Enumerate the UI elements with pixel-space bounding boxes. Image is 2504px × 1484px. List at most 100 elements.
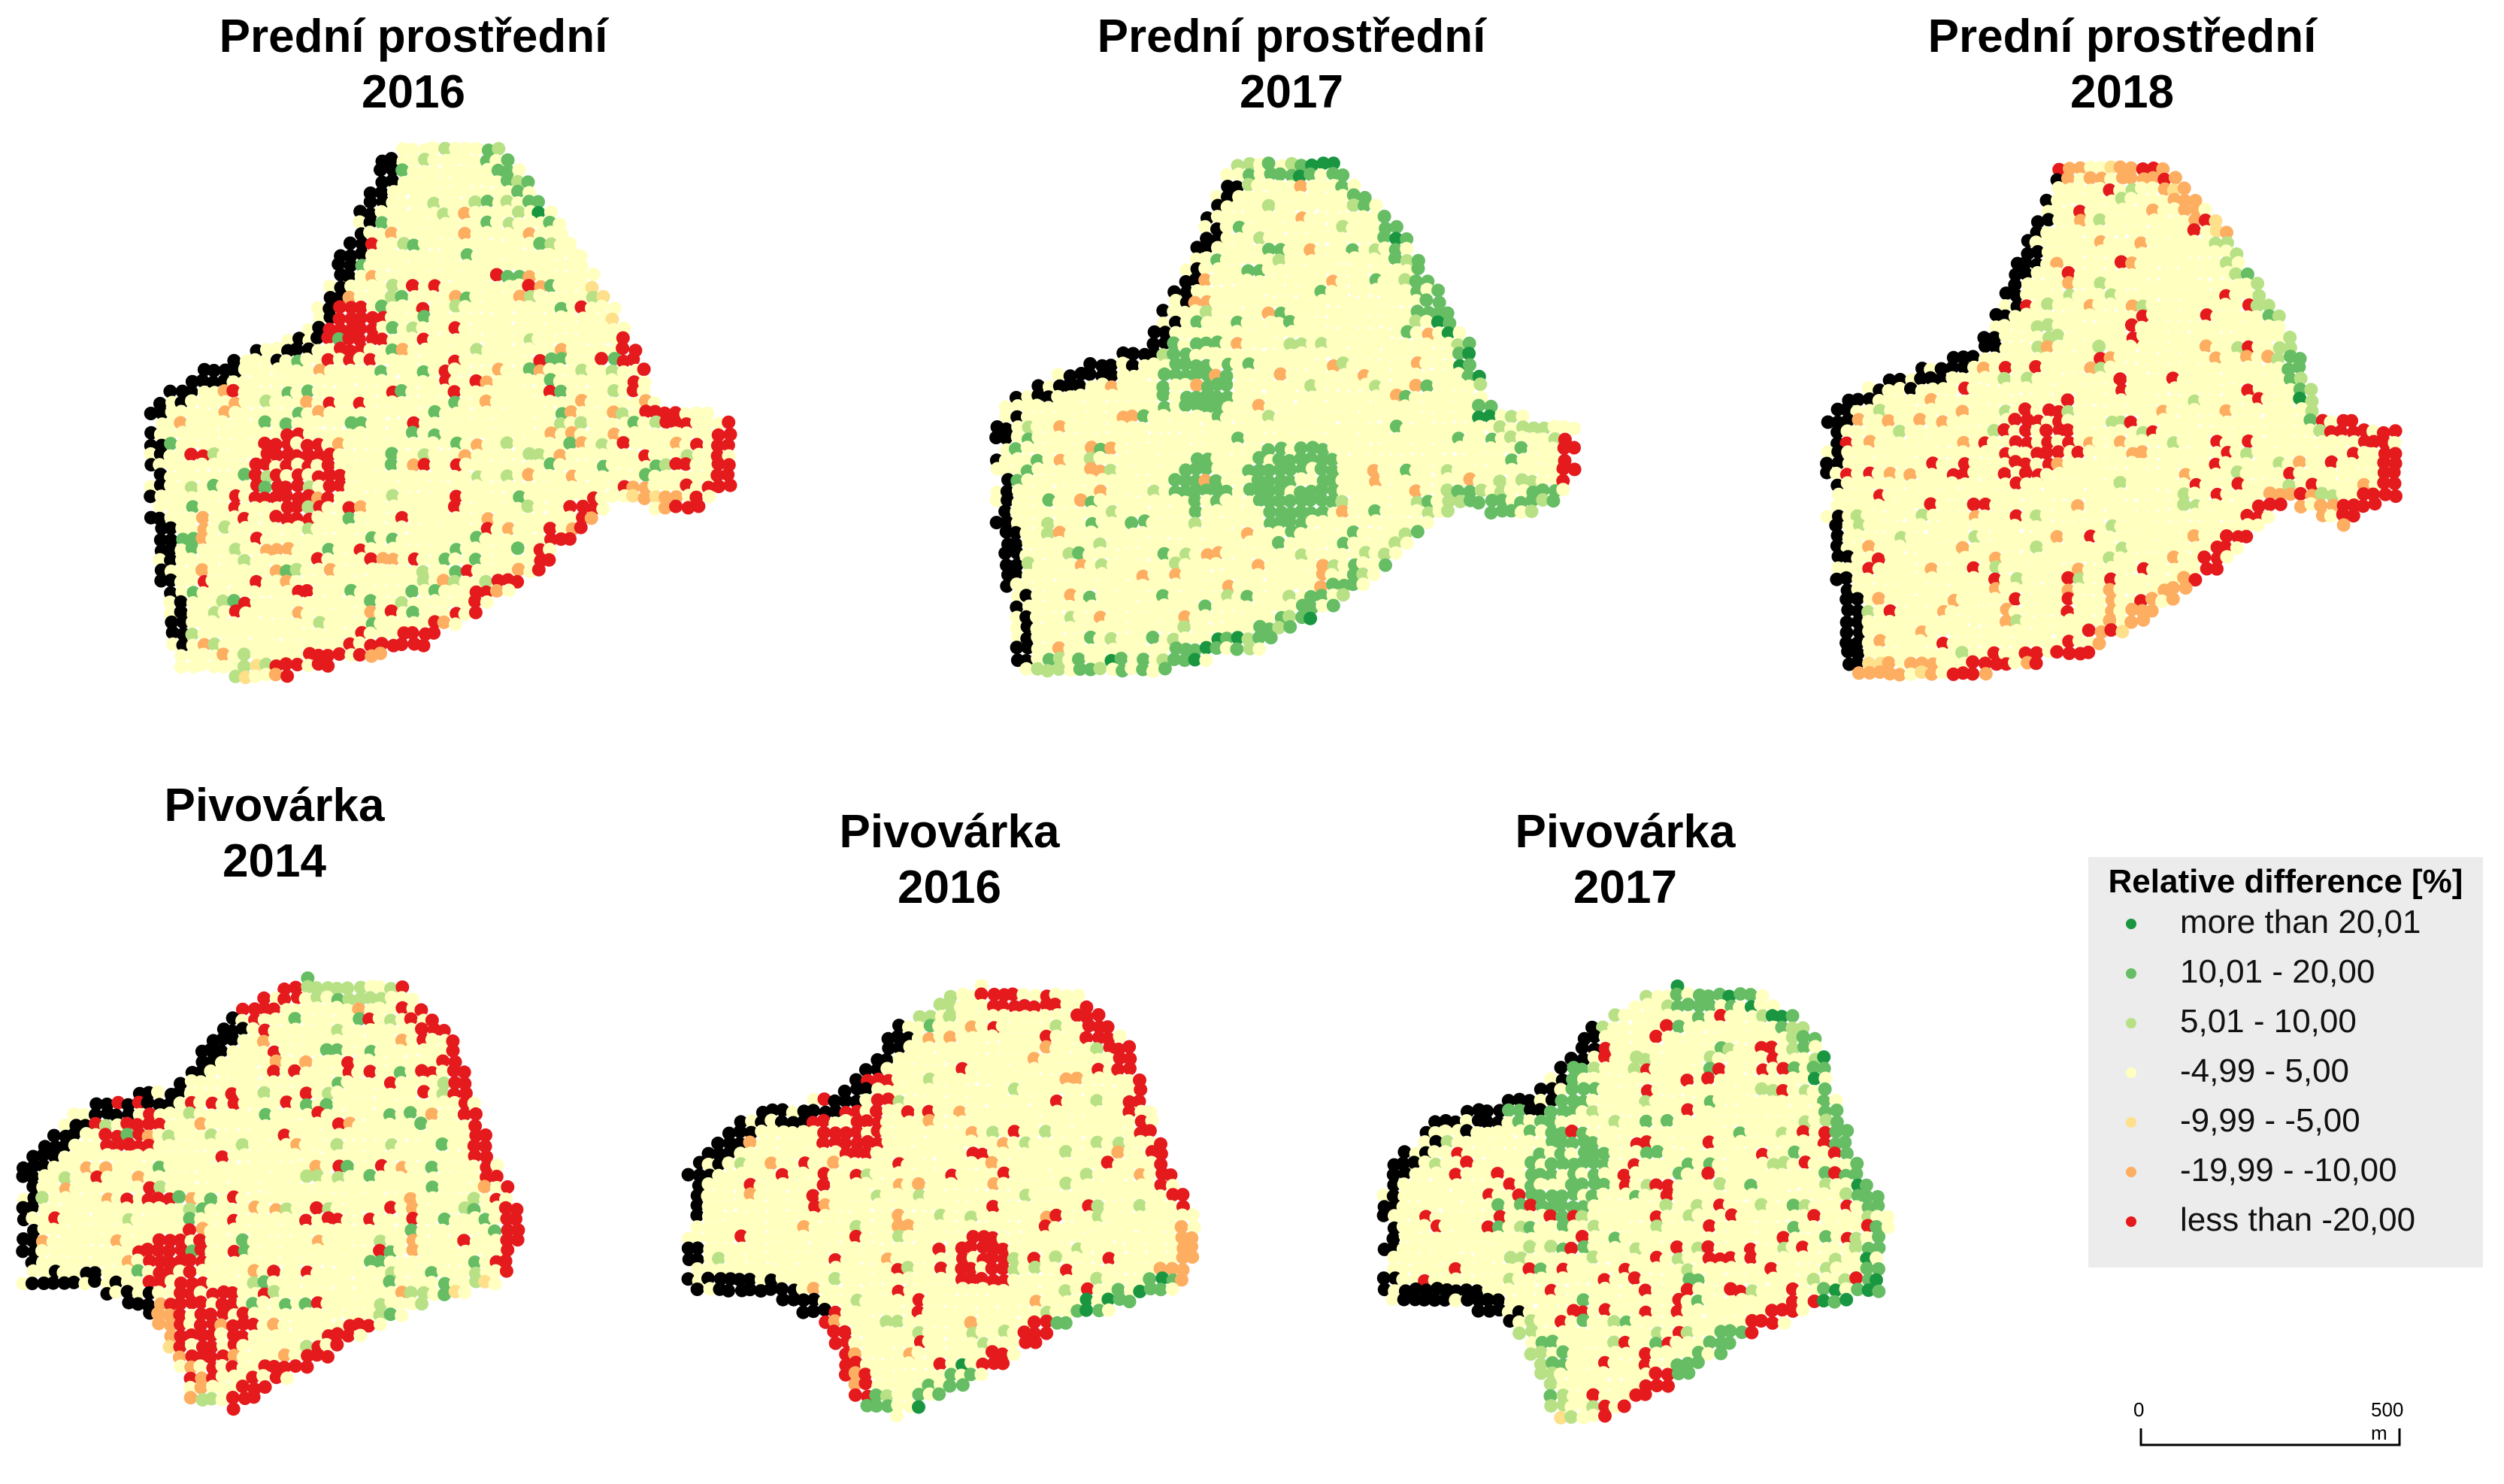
map-cell: [2251, 277, 2265, 291]
map-cell: [334, 459, 348, 473]
map-cell: [2060, 381, 2075, 395]
map-cell: [290, 386, 304, 400]
map-cell: [407, 164, 421, 178]
map-cell: [480, 500, 494, 514]
map-cell: [1314, 304, 1328, 318]
map-cell: [1472, 495, 1485, 510]
map-cell: [395, 249, 409, 263]
map-cell: [407, 226, 421, 241]
map-cell: [373, 980, 387, 994]
map-cell: [406, 217, 420, 231]
map-cell: [2176, 434, 2191, 448]
map-cell: [427, 175, 441, 189]
map-cell: [184, 552, 198, 566]
map-cell: [710, 468, 725, 483]
map-cell: [1556, 483, 1570, 497]
map-cell: [512, 163, 526, 177]
map-cell: [417, 165, 431, 179]
map-cell: [184, 511, 198, 525]
map-cell: [459, 259, 474, 273]
map-cell: [574, 249, 588, 263]
map-cell: [531, 332, 546, 346]
map-cell: [468, 195, 483, 209]
map-cell: [554, 384, 568, 398]
map-cell: [1935, 497, 1949, 511]
map-cell: [364, 384, 378, 398]
map-cell: [397, 501, 411, 514]
map-cell: [543, 205, 558, 220]
map-cell: [458, 407, 472, 421]
map-cell: [501, 406, 516, 420]
map-cell: [448, 184, 462, 198]
map-cell: [269, 468, 283, 483]
map-cell: [1231, 199, 1245, 213]
map-cell: [174, 500, 189, 514]
map-cell: [543, 468, 556, 483]
map-cell: [247, 363, 262, 377]
map-cell: [238, 426, 253, 441]
map-cell: [480, 405, 494, 419]
map-cell: [490, 341, 504, 356]
map-cell: [227, 458, 241, 472]
map-cell: [721, 438, 735, 453]
map-cell: [522, 342, 536, 356]
map-cell: [395, 310, 409, 325]
map-cell: [448, 321, 462, 335]
map-cell: [501, 174, 514, 187]
map-cell: [2292, 360, 2306, 374]
map-cell: [427, 153, 441, 167]
map-cell: [302, 426, 316, 441]
map-cell: [353, 648, 367, 662]
map-cell: [1220, 231, 1234, 245]
map-cell: [2050, 645, 2064, 659]
map-cell: [406, 436, 420, 450]
map-cell: [607, 383, 621, 398]
map-cell: [480, 173, 494, 187]
map-cell: [174, 447, 189, 462]
map-cell: [1409, 326, 1424, 340]
map-cell: [555, 352, 569, 366]
map-cell: [322, 520, 336, 535]
map-cell: [659, 490, 673, 504]
map-cell: [259, 583, 273, 598]
map-cell: [2092, 636, 2106, 650]
map-cell: [512, 226, 526, 241]
map-cell: [427, 625, 441, 640]
map-cell: [144, 480, 158, 494]
map-cell: [2071, 224, 2085, 238]
map-cell: [1441, 504, 1455, 518]
map-cell: [1073, 388, 1088, 402]
map-cell: [418, 353, 432, 368]
map-cell: [344, 279, 358, 293]
map-cell: [500, 323, 514, 337]
map-cell: [375, 247, 389, 262]
map-cell: [574, 353, 589, 368]
map-cell: [469, 385, 483, 399]
map-cell: [500, 332, 514, 347]
map-cell: [521, 373, 535, 387]
map-cell: [385, 447, 399, 461]
map-cell: [2051, 445, 2066, 459]
map-cell: [2250, 402, 2264, 416]
map-cell: [205, 427, 219, 441]
map-cell: [437, 615, 451, 629]
map-cell: [1104, 546, 1119, 560]
map-cell: [237, 647, 251, 662]
map-cell: [628, 459, 643, 473]
map-cell: [469, 353, 483, 367]
map-cell: [437, 396, 451, 410]
map-cell: [280, 606, 294, 620]
map-cell: [606, 438, 620, 453]
map-cell: [247, 384, 262, 398]
map-cell: [1262, 335, 1276, 349]
map-cell: [481, 321, 495, 335]
map-cell: [489, 215, 504, 229]
map-cell: [448, 374, 462, 389]
map-cell: [511, 562, 525, 577]
map-cell: [553, 247, 567, 262]
map-cell: [1368, 315, 1382, 329]
map-cell: [195, 426, 209, 441]
map-cell: [605, 373, 619, 387]
map-cell: [2166, 423, 2181, 438]
map-cell: [227, 353, 241, 368]
